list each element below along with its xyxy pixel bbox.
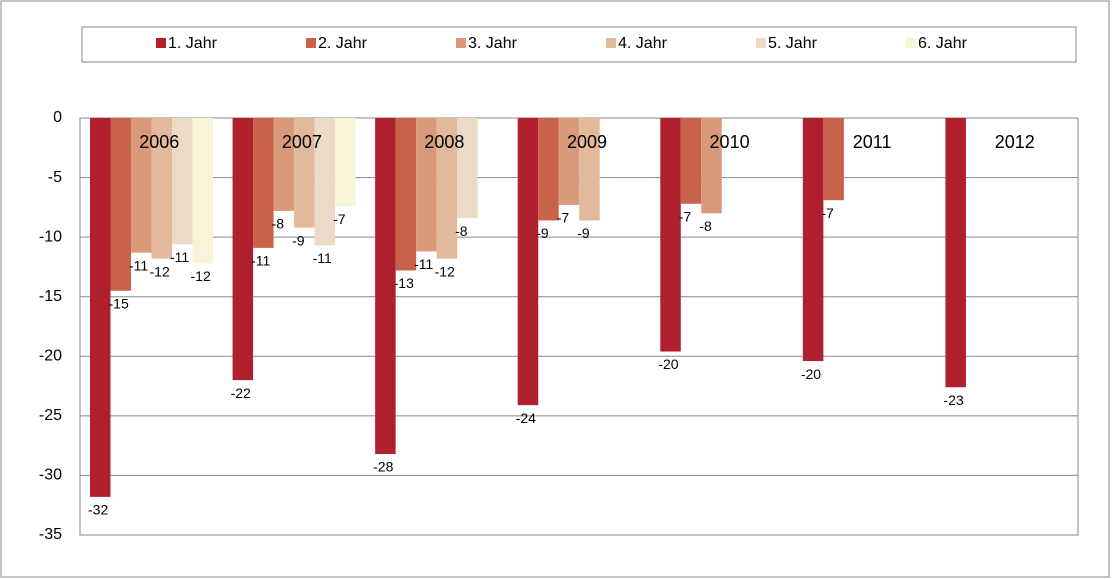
bar	[436, 118, 458, 259]
bar	[314, 118, 336, 246]
y-tick-label: -30	[39, 467, 62, 484]
category-label: 2012	[995, 132, 1035, 152]
legend-label: 4. Jahr	[618, 35, 668, 52]
y-tick-label: 0	[53, 109, 62, 126]
bar	[335, 118, 356, 207]
bar	[517, 118, 539, 406]
legend-swatch	[906, 38, 916, 48]
legend-swatch	[306, 38, 316, 48]
bar	[457, 118, 478, 219]
data-label: -11	[414, 256, 433, 272]
category-label: 2006	[139, 132, 179, 152]
bar	[579, 118, 600, 221]
data-label: -23	[943, 392, 963, 408]
bar	[416, 118, 437, 252]
category-label: 2007	[282, 132, 322, 152]
data-label: -20	[801, 366, 821, 382]
data-label: -7	[557, 210, 570, 226]
data-label: -11	[129, 257, 148, 273]
bar	[253, 118, 274, 248]
bar	[538, 118, 559, 221]
data-label: -13	[394, 275, 414, 291]
category-label: 2008	[424, 132, 464, 152]
category-label: 2010	[710, 132, 750, 152]
legend-swatch	[156, 38, 166, 48]
data-label: -11	[313, 250, 332, 266]
data-label: -7	[821, 205, 834, 221]
category-label: 2011	[853, 132, 892, 152]
data-label: -24	[516, 410, 536, 426]
y-tick-label: -25	[39, 407, 62, 424]
bar	[395, 118, 417, 271]
bar	[151, 118, 172, 259]
y-tick-label: -15	[39, 288, 62, 305]
legend-label: 6. Jahr	[918, 35, 968, 52]
data-label: -11	[251, 253, 270, 269]
data-label: -9	[292, 232, 305, 248]
bar	[558, 118, 580, 205]
y-tick-label: -20	[39, 348, 62, 365]
legend-label: 1. Jahr	[168, 35, 218, 52]
bar	[375, 118, 396, 454]
bar	[110, 118, 131, 291]
bar	[945, 118, 966, 388]
data-label: -9	[577, 225, 590, 241]
bar	[294, 118, 315, 228]
data-label: -15	[109, 295, 129, 311]
bar	[273, 118, 295, 211]
legend-label: 5. Jahr	[768, 35, 818, 52]
data-label: -7	[333, 211, 346, 227]
bar	[192, 118, 213, 264]
bar	[660, 118, 681, 352]
bar	[680, 118, 702, 204]
data-label: -22	[231, 385, 251, 401]
data-label: -12	[435, 263, 455, 279]
legend-label: 3. Jahr	[468, 35, 518, 52]
data-label: -7	[679, 208, 692, 224]
data-label: -8	[455, 223, 468, 239]
y-tick-label: -35	[39, 526, 62, 543]
data-label: -11	[170, 249, 189, 265]
bar	[172, 118, 193, 245]
data-label: -8	[699, 218, 712, 234]
bar	[802, 118, 824, 362]
bar	[131, 118, 152, 253]
bar	[701, 118, 722, 214]
data-label: -32	[88, 502, 108, 518]
legend-swatch	[756, 38, 766, 48]
data-label: -12	[191, 268, 211, 284]
legend-swatch	[606, 38, 616, 48]
legend-label: 2. Jahr	[318, 35, 368, 52]
y-tick-label: -5	[48, 169, 62, 186]
bar	[232, 118, 254, 381]
data-label: -8	[272, 216, 285, 232]
data-label: -28	[373, 459, 393, 475]
data-label: -9	[536, 225, 549, 241]
data-label: -12	[150, 263, 170, 279]
data-label: -20	[658, 356, 678, 372]
y-tick-label: -10	[39, 228, 62, 245]
bar	[823, 118, 844, 201]
bar	[90, 118, 111, 497]
legend-swatch	[456, 38, 466, 48]
category-label: 2009	[567, 132, 607, 152]
